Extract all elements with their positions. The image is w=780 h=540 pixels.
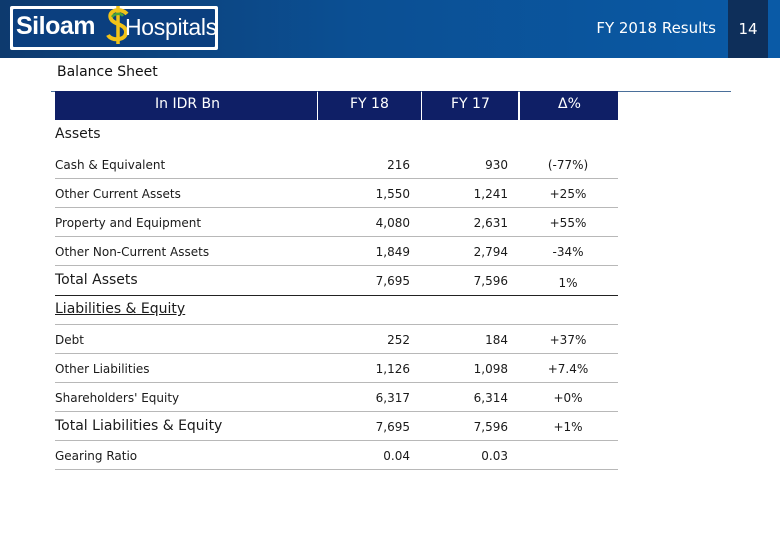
delta-value: -34% [552, 245, 584, 259]
table-row: Property and Equipment 4,080 2,631 +55% [55, 207, 618, 237]
row-label: Other Current Assets [55, 187, 181, 201]
column-header-fy17: FY 17 [451, 96, 490, 112]
page-number: 14 [728, 0, 768, 58]
column-header-label: In IDR Bn [155, 96, 221, 112]
logo-emblem-icon [106, 6, 129, 44]
header-title: FY 2018 Results [596, 19, 716, 37]
fy17-value: 7,596 [473, 420, 508, 434]
fy17-value: 6,314 [473, 391, 508, 405]
delta-value: +55% [549, 216, 587, 230]
row-label: Other Non-Current Assets [55, 245, 210, 259]
delta-value: +0% [553, 391, 583, 405]
row-label: Property and Equipment [55, 216, 202, 230]
delta-value: (-77%) [547, 158, 589, 172]
row-label: Gearing Ratio [55, 449, 138, 463]
header-fy17-cell: FY 17 [422, 91, 518, 120]
total-row: Total Liabilities & Equity 7,695 7,596 +… [55, 411, 618, 441]
section-title: Balance Sheet [57, 64, 158, 80]
delta-value: +25% [549, 187, 587, 201]
row-label: Debt [55, 333, 84, 347]
fy17-value: 7,596 [473, 274, 508, 288]
table-row: Other Liabilities 1,126 1,098 +7.4% [55, 353, 618, 383]
logo-text-hospitals: Hospitals [125, 14, 217, 40]
fy17-value: 184 [485, 333, 508, 347]
row-label: Other Liabilities [55, 362, 150, 376]
fy17-value: 2,794 [473, 245, 508, 259]
fy18-value: 7,695 [375, 420, 410, 434]
row-label: Shareholders' Equity [55, 391, 180, 405]
column-header-delta: Δ% [558, 96, 581, 112]
table-row: Shareholders' Equity 6,317 6,314 +0% [55, 382, 618, 412]
table-row: Other Current Assets 1,550 1,241 +25% [55, 178, 618, 208]
group-row-liabilities: Liabilities & Equity [55, 295, 618, 325]
table-row: Debt 252 184 +37% [55, 324, 618, 354]
fy17-value: 930 [485, 158, 508, 172]
row-label: Total Liabilities & Equity [55, 418, 223, 434]
delta-value: +1% [553, 420, 583, 434]
header-fy18-cell: FY 18 [318, 91, 421, 120]
fy18-value: 216 [387, 158, 410, 172]
fy17-value: 1,098 [473, 362, 508, 376]
fy18-value: 1,126 [375, 362, 410, 376]
group-liabilities: Liabilities & Equity [55, 301, 186, 317]
fy18-value: 1,849 [375, 245, 410, 259]
fy17-value: 0.03 [481, 449, 508, 463]
fy18-value: 7,695 [375, 274, 410, 288]
table-row: Gearing Ratio 0.04 0.03 [55, 440, 618, 470]
row-label: Total Assets [55, 272, 138, 288]
fy18-value: 6,317 [375, 391, 410, 405]
table-row: Cash & Equivalent 216 930 (-77%) [55, 149, 618, 179]
fy18-value: 1,550 [375, 187, 410, 201]
total-row: Total Assets 7,695 7,596 1% [55, 265, 618, 296]
siloam-logo: Siloam Hospitals [10, 6, 218, 50]
delta-value: 1% [558, 276, 578, 290]
header-bar: Siloam Hospitals FY 2018 Results 14 [0, 0, 780, 58]
delta-value: +7.4% [547, 362, 589, 376]
fy18-value: 252 [387, 333, 410, 347]
fy17-value: 1,241 [473, 187, 508, 201]
header-delta-cell: Δ% [520, 91, 618, 120]
header-label-cell: In IDR Bn [55, 91, 317, 120]
fy17-value: 2,631 [473, 216, 508, 230]
group-assets: Assets [55, 126, 101, 142]
logo-text-siloam: Siloam [16, 12, 95, 40]
row-label: Cash & Equivalent [55, 158, 166, 172]
delta-value: +37% [549, 333, 587, 347]
fy18-value: 4,080 [375, 216, 410, 230]
fy18-value: 0.04 [383, 449, 410, 463]
table-row: Other Non-Current Assets 1,849 2,794 -34… [55, 236, 618, 266]
column-header-fy18: FY 18 [350, 96, 389, 112]
